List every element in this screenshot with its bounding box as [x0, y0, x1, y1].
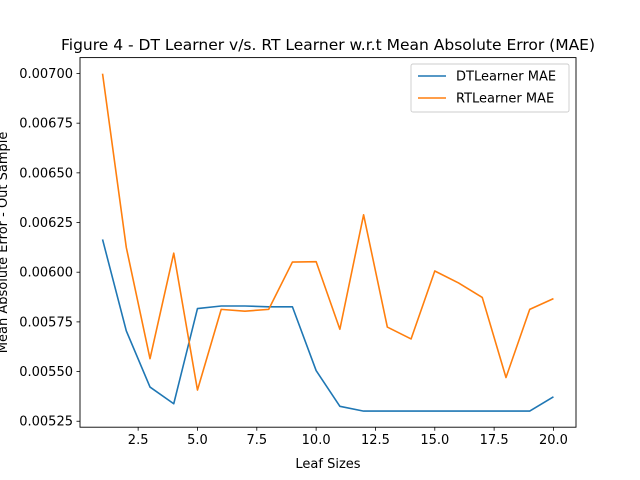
plot-lines	[101, 73, 554, 412]
y-tick-label: 0.00575	[19, 315, 73, 330]
x-tick-label: 15.0	[420, 433, 449, 448]
x-axis-label: Leaf Sizes	[295, 457, 360, 472]
series-line-rtlearner-mae	[101, 73, 554, 391]
y-tick-label: 0.00625	[19, 216, 73, 231]
y-tick-label: 0.00700	[19, 67, 73, 82]
x-tick-label: 5.0	[187, 433, 208, 448]
series-line-dtlearner-mae	[101, 239, 554, 412]
legend: DTLearner MAE RTLearner MAE	[410, 63, 570, 113]
y-tick-label: 0.00525	[19, 415, 73, 430]
plot-frame	[79, 57, 577, 428]
y-tick-label: 0.00600	[19, 266, 73, 281]
x-tick-label: 10.0	[302, 433, 331, 448]
legend-box	[410, 63, 570, 113]
y-tick-label: 0.00675	[19, 117, 73, 132]
legend-label-rtlearner: RTLearner MAE	[456, 92, 554, 107]
x-tick-label: 7.5	[246, 433, 267, 448]
legend-label-dtlearner: DTLearner MAE	[456, 70, 556, 85]
x-tick-label: 2.5	[128, 433, 149, 448]
y-tick-label: 0.00650	[19, 166, 73, 181]
x-axis-ticks: 2.5 5.0 7.5 10.0 12.5 15.0 17.5 20.0	[128, 427, 568, 448]
x-tick-label: 17.5	[480, 433, 509, 448]
x-tick-label: 12.5	[361, 433, 390, 448]
y-axis-label: Mean Absolute Error - Out Sample	[0, 132, 11, 354]
chart-title: Figure 4 - DT Learner v/s. RT Learner w.…	[61, 36, 595, 54]
y-tick-label: 0.00550	[19, 365, 73, 380]
y-axis-ticks: 0.00525 0.00550 0.00575 0.00600 0.00625 0.006…	[19, 67, 80, 430]
x-tick-label: 20.0	[539, 433, 568, 448]
